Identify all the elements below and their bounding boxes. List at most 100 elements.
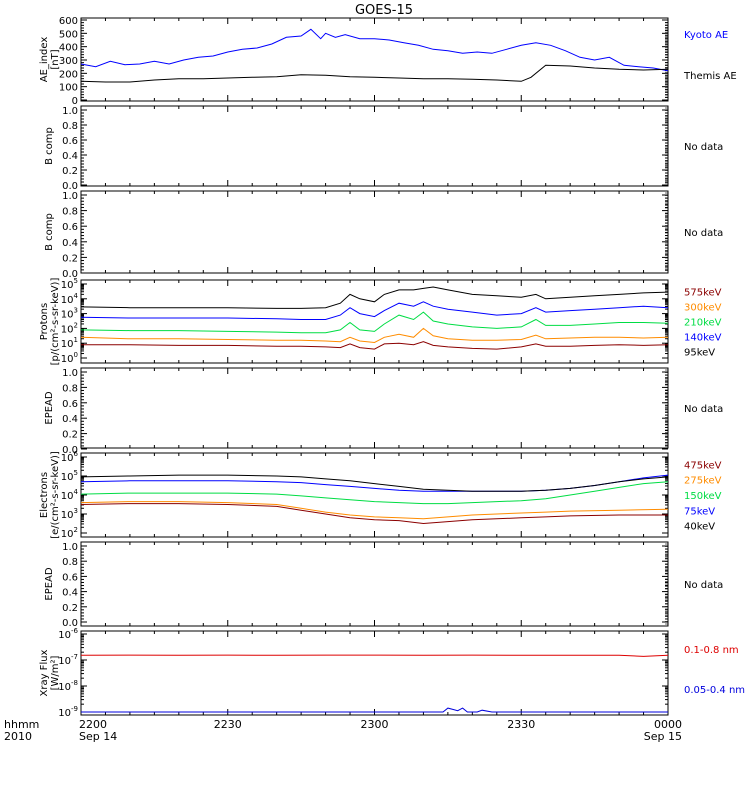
series-line-0-05-0-4-nm (81, 707, 668, 713)
y-tick-label: 0.0 (62, 618, 78, 629)
no-data-label: No data (684, 228, 723, 239)
x-tick-date-label: Sep 14 (79, 730, 117, 743)
figure-title: GOES-15 (355, 3, 413, 18)
series-line-95kev (80, 286, 669, 309)
y-tick-label: 105 (61, 277, 78, 291)
y-axis-label: [p/(cm²-s-sr-keV)] (50, 278, 61, 366)
y-tick-label: 0.2 (62, 430, 78, 441)
right-tick-band (665, 192, 668, 271)
series-line-575kev (81, 341, 669, 350)
series-line-themis-ae (80, 64, 669, 83)
panels: 0 100 200 300 400 500 600 AE_index [nT] Kyoto AE T… (39, 16, 745, 719)
y-tick-label: 102 (61, 321, 78, 335)
y-tick-label: 10-8 (58, 679, 78, 693)
y-tick-label: 104 (61, 488, 79, 502)
y-tick-label: 100 (61, 351, 78, 365)
y-tick-label: 1.0 (62, 106, 78, 117)
right-tick-band (665, 543, 668, 625)
legend-entry: Kyoto AE (684, 30, 728, 41)
y-tick-label: 0 (72, 96, 78, 107)
legend-entry: 150keV (684, 491, 722, 502)
y-tick-label: 0.6 (62, 572, 78, 583)
series-line-300kev (80, 327, 669, 344)
series-line-210kev (80, 311, 669, 334)
x-axis-corner-label-year: 2010 (4, 730, 32, 743)
y-axis-label: Xray Flux (39, 649, 50, 696)
y-tick-label: 0.4 (62, 238, 78, 249)
no-data-label: No data (684, 142, 723, 153)
x-tick-label: 2200 (79, 718, 107, 731)
y-axis-label: B comp (44, 213, 55, 251)
y-tick-label: 0.6 (62, 136, 78, 147)
y-tick-label: 0.2 (62, 603, 78, 614)
y-tick-label: 0.8 (62, 121, 78, 132)
y-tick-label: 200 (59, 69, 78, 80)
panel-frame (80, 105, 669, 187)
y-tick-label: 102 (61, 526, 78, 540)
y-tick-label: 0.8 (62, 207, 78, 218)
y-axis-label: EPEAD (44, 567, 55, 601)
panel-frame (80, 190, 669, 274)
series-line-140kev (80, 301, 669, 320)
legend-entry: 210keV (684, 318, 722, 329)
series-line-150kev (80, 481, 669, 505)
y-tick-label: 10-7 (58, 653, 78, 667)
series-line-0-1-0-8-nm (80, 654, 669, 657)
x-tick-label: 2330 (507, 718, 535, 731)
y-tick-label: 300 (59, 56, 78, 67)
y-tick-label: 0.0 (62, 181, 78, 192)
legend-entry: 0.1-0.8 nm (684, 645, 739, 656)
x-tick-label: 2230 (214, 718, 242, 731)
y-axis-label: [e/(cm²-s-sr-keV)] (50, 451, 61, 539)
y-tick-label: 1.0 (62, 191, 78, 202)
panel-b2: 0.0 0.2 0.4 0.6 0.8 1.0 B comp No data (44, 190, 723, 280)
y-tick-label: 0.8 (62, 383, 78, 394)
x-tick-label: 0000 (654, 718, 682, 731)
no-data-label: No data (684, 580, 723, 591)
y-axis-label: Protons (39, 303, 50, 340)
legend-entry: 575keV (684, 287, 722, 298)
y-axis-label: EPEAD (44, 391, 55, 425)
y-tick-label: 0.4 (62, 414, 78, 425)
x-tick-date-label: Sep 15 (644, 730, 682, 743)
y-tick-label: 500 (59, 29, 78, 40)
y-tick-label: 10-6 (58, 627, 78, 641)
y-tick-label: 100 (59, 83, 78, 94)
y-tick-label: 106 (61, 450, 79, 464)
y-tick-label: 0.6 (62, 222, 78, 233)
legend-entry: 95keV (684, 348, 715, 359)
legend-entry: 75keV (684, 506, 715, 517)
panel-ae: 0 100 200 300 400 500 600 AE_index [nT] Kyoto AE T… (39, 16, 737, 107)
panel-frame (80, 279, 669, 364)
legend-entry: 275keV (684, 476, 722, 487)
panel-b1: 0.0 0.2 0.4 0.6 0.8 1.0 B comp No data (44, 105, 723, 192)
panel-epead1: 0.0 0.2 0.4 0.6 0.8 1.0 EPEAD No data (44, 367, 723, 456)
y-tick-label: 1.0 (62, 542, 78, 553)
right-tick-band (665, 19, 668, 98)
series-line-kyoto-ae (80, 28, 669, 72)
panel-frame (80, 630, 669, 716)
panel-frame (80, 367, 669, 449)
panel-frame (80, 541, 669, 627)
panel-electrons: 102 103 104 105 106 Electrons [e/(cm²-s-sr-keV… (39, 450, 722, 540)
y-tick-label: 0.2 (62, 253, 78, 264)
y-axis-label: B comp (44, 127, 55, 165)
no-data-label: No data (684, 404, 723, 415)
y-tick-label: 1.0 (62, 368, 78, 379)
y-tick-label: 0.8 (62, 557, 78, 568)
y-tick-label: 0.2 (62, 166, 78, 177)
panel-xray: 10-9 10-8 10-7 10-6 Xray Flux [W/m²] 0.1-0.8 n… (39, 627, 745, 719)
y-tick-label: 103 (61, 307, 78, 321)
series-line-275kev (80, 501, 669, 520)
y-tick-label: 0.4 (62, 151, 78, 162)
y-tick-label: 105 (61, 469, 78, 483)
y-tick-label: 0.0 (62, 269, 78, 280)
y-tick-label: 0.4 (62, 588, 78, 599)
panel-epead2: 0.0 0.2 0.4 0.6 0.8 1.0 EPEAD No data (44, 541, 723, 629)
y-tick-label: 103 (61, 507, 78, 521)
legend-entry: 40keV (684, 522, 715, 533)
x-tick-label: 2300 (361, 718, 389, 731)
y-axis-label: Electrons (39, 472, 50, 518)
